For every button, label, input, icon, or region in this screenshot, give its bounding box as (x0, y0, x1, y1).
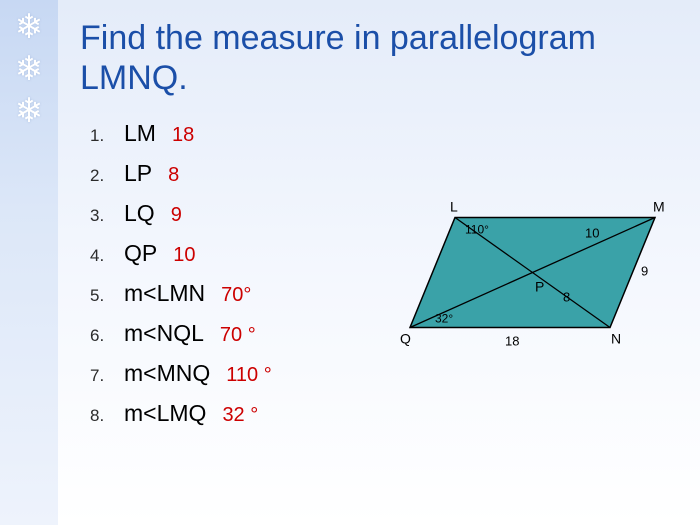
parallelogram-diagram: L M N Q P 110° 32° 10 9 8 18 (395, 195, 670, 370)
snowflake-icon: ❄ (15, 90, 44, 132)
side-QN: 18 (505, 334, 519, 349)
item-label: LQ (124, 200, 155, 227)
vertex-N: N (611, 331, 621, 347)
item-answer: 10 (173, 244, 195, 267)
slide: ❄ ❄ ❄ Find the measure in parallelogram … (0, 0, 700, 525)
item-number: 4. (90, 246, 124, 266)
side-LM-half: 10 (585, 226, 599, 241)
item-answer: 32 ° (222, 404, 258, 427)
item-label: LM (124, 120, 156, 147)
item-label: m<LMQ (124, 400, 206, 427)
snowflake-icon: ❄ (15, 6, 44, 48)
center-P: P (535, 279, 544, 295)
item-label: LP (124, 160, 152, 187)
item-number: 1. (90, 126, 124, 146)
vertex-L: L (450, 199, 458, 215)
item-answer: 70 ° (220, 324, 256, 347)
slide-title: Find the measure in parallelogram LMNQ. (80, 18, 670, 98)
item-answer: 70° (221, 284, 251, 307)
list-item: 5. m<LMN 70° (90, 280, 370, 320)
list-item: 4. QP 10 (90, 240, 370, 280)
item-label: m<NQL (124, 320, 204, 347)
item-number: 7. (90, 366, 124, 386)
item-label: m<MNQ (124, 360, 210, 387)
side-MN: 9 (641, 264, 648, 279)
list-item: 7. m<MNQ 110 ° (90, 360, 370, 400)
answer-list: 1. LM 18 2. LP 8 3. LQ 9 4. QP 10 5. m<L… (90, 120, 370, 440)
list-item: 8. m<LMQ 32 ° (90, 400, 370, 440)
item-answer: 18 (172, 124, 194, 147)
list-item: 3. LQ 9 (90, 200, 370, 240)
vertex-M: M (653, 199, 665, 215)
angle-L: 110° (465, 223, 489, 237)
vertex-Q: Q (400, 331, 411, 347)
item-number: 5. (90, 286, 124, 306)
list-item: 1. LM 18 (90, 120, 370, 160)
snowflake-icon: ❄ (15, 48, 44, 90)
item-answer: 9 (171, 204, 182, 227)
list-item: 6. m<NQL 70 ° (90, 320, 370, 360)
item-number: 2. (90, 166, 124, 186)
item-label: m<LMN (124, 280, 205, 307)
list-item: 2. LP 8 (90, 160, 370, 200)
item-answer: 8 (168, 164, 179, 187)
item-number: 8. (90, 406, 124, 426)
angle-Q: 32° (435, 312, 453, 326)
item-answer: 110 ° (226, 364, 271, 387)
item-label: QP (124, 240, 157, 267)
seg-PN: 8 (563, 290, 570, 305)
item-number: 6. (90, 326, 124, 346)
decorative-sidebar: ❄ ❄ ❄ (0, 0, 58, 525)
item-number: 3. (90, 206, 124, 226)
